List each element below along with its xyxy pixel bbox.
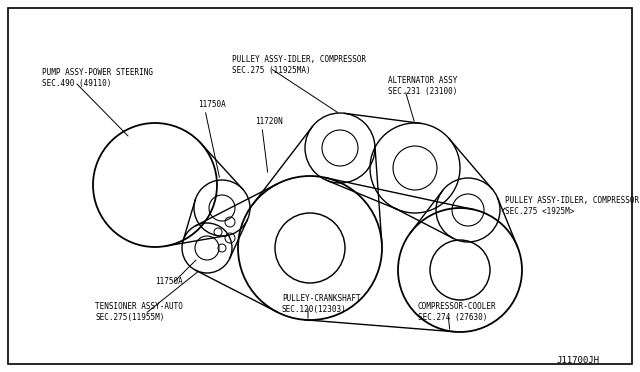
Text: ALTERNATOR ASSY
SEC.231 (23100): ALTERNATOR ASSY SEC.231 (23100) [388, 76, 458, 96]
Text: 11750A: 11750A [198, 100, 226, 109]
Text: PULLEY-CRANKSHAFT
SEC.120(12303): PULLEY-CRANKSHAFT SEC.120(12303) [282, 294, 360, 314]
Text: J11700JH: J11700JH [556, 356, 599, 365]
Text: PUMP ASSY-POWER STEERING
SEC.490 (49110): PUMP ASSY-POWER STEERING SEC.490 (49110) [42, 68, 153, 88]
Text: PULLEY ASSY-IDLER, COMPRESSOR
SEC.275 <1925M>: PULLEY ASSY-IDLER, COMPRESSOR SEC.275 <1… [505, 196, 639, 216]
Text: TENSIONER ASSY-AUTO
SEC.275(11955M): TENSIONER ASSY-AUTO SEC.275(11955M) [95, 302, 183, 322]
Text: 11720N: 11720N [255, 117, 283, 126]
Text: 11750A: 11750A [155, 277, 183, 286]
Text: COMPRESSOR-COOLER
SEC.274 (27630): COMPRESSOR-COOLER SEC.274 (27630) [418, 302, 497, 322]
Text: PULLEY ASSY-IDLER, COMPRESSOR
SEC.275 (11925MA): PULLEY ASSY-IDLER, COMPRESSOR SEC.275 (1… [232, 55, 366, 75]
